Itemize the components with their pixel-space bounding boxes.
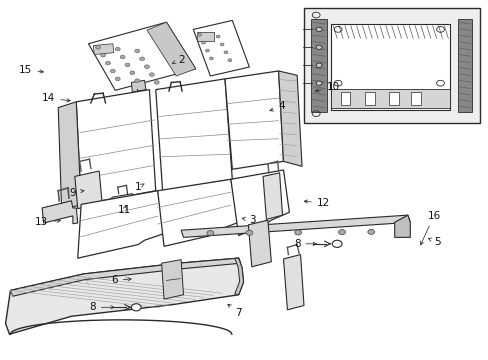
Text: 11: 11 <box>118 205 131 215</box>
Text: 8: 8 <box>89 302 114 312</box>
Polygon shape <box>230 170 289 235</box>
Bar <box>304 8 479 123</box>
Circle shape <box>125 63 130 67</box>
Polygon shape <box>88 22 195 90</box>
Circle shape <box>120 55 125 59</box>
Polygon shape <box>224 71 283 169</box>
Circle shape <box>135 79 140 82</box>
Circle shape <box>115 47 120 51</box>
Bar <box>330 24 449 110</box>
Polygon shape <box>263 173 282 220</box>
Polygon shape <box>10 258 240 296</box>
Polygon shape <box>248 220 271 267</box>
Circle shape <box>216 35 220 38</box>
Circle shape <box>316 81 322 85</box>
Circle shape <box>197 33 201 36</box>
Bar <box>311 19 326 112</box>
Polygon shape <box>234 258 243 295</box>
Circle shape <box>367 229 374 234</box>
Text: 2: 2 <box>172 55 185 65</box>
Polygon shape <box>161 260 183 299</box>
Text: 10: 10 <box>315 82 339 92</box>
Polygon shape <box>156 79 232 191</box>
Circle shape <box>201 41 205 44</box>
Polygon shape <box>78 191 165 258</box>
Text: 3: 3 <box>242 215 256 225</box>
Text: 8: 8 <box>293 239 316 249</box>
Circle shape <box>316 45 322 49</box>
Text: 16: 16 <box>420 211 440 245</box>
Polygon shape <box>147 22 195 76</box>
Circle shape <box>105 61 110 65</box>
Circle shape <box>338 230 345 235</box>
Text: 4: 4 <box>269 102 285 112</box>
Circle shape <box>205 49 209 52</box>
Circle shape <box>140 57 144 60</box>
Circle shape <box>131 304 141 311</box>
Polygon shape <box>181 215 409 237</box>
Circle shape <box>224 51 227 54</box>
Polygon shape <box>76 90 156 204</box>
Text: 1: 1 <box>135 182 144 192</box>
Polygon shape <box>42 201 78 224</box>
Text: 12: 12 <box>304 198 329 208</box>
Circle shape <box>154 81 159 84</box>
Text: 14: 14 <box>42 93 70 103</box>
Bar <box>197 32 214 41</box>
Circle shape <box>316 63 322 67</box>
Bar <box>330 89 449 108</box>
Bar <box>410 92 420 105</box>
Circle shape <box>96 45 101 49</box>
Circle shape <box>115 77 120 81</box>
Polygon shape <box>75 171 102 209</box>
Text: 5: 5 <box>427 237 440 247</box>
Circle shape <box>227 59 231 62</box>
Polygon shape <box>112 194 133 210</box>
Circle shape <box>331 240 341 247</box>
Text: 9: 9 <box>69 188 84 198</box>
Circle shape <box>135 49 140 53</box>
Bar <box>457 19 471 112</box>
Polygon shape <box>193 21 249 76</box>
Text: 6: 6 <box>111 275 131 285</box>
Polygon shape <box>131 80 146 92</box>
Polygon shape <box>5 258 243 334</box>
Circle shape <box>130 71 135 75</box>
Polygon shape <box>93 44 114 54</box>
Circle shape <box>206 230 213 235</box>
Bar <box>340 92 349 105</box>
Circle shape <box>144 65 149 68</box>
Text: 15: 15 <box>19 64 43 75</box>
Circle shape <box>316 27 322 32</box>
Polygon shape <box>158 179 238 246</box>
Circle shape <box>245 230 252 235</box>
Circle shape <box>209 57 213 60</box>
Polygon shape <box>394 215 409 237</box>
Circle shape <box>294 230 301 235</box>
Bar <box>388 92 398 105</box>
Bar <box>364 92 374 105</box>
Circle shape <box>220 43 224 46</box>
Polygon shape <box>278 71 302 166</box>
Polygon shape <box>283 255 304 310</box>
Text: 7: 7 <box>227 304 241 318</box>
Circle shape <box>101 53 105 57</box>
Polygon shape <box>58 102 81 211</box>
Circle shape <box>110 69 115 73</box>
Circle shape <box>149 73 154 76</box>
Text: 13: 13 <box>35 217 61 227</box>
